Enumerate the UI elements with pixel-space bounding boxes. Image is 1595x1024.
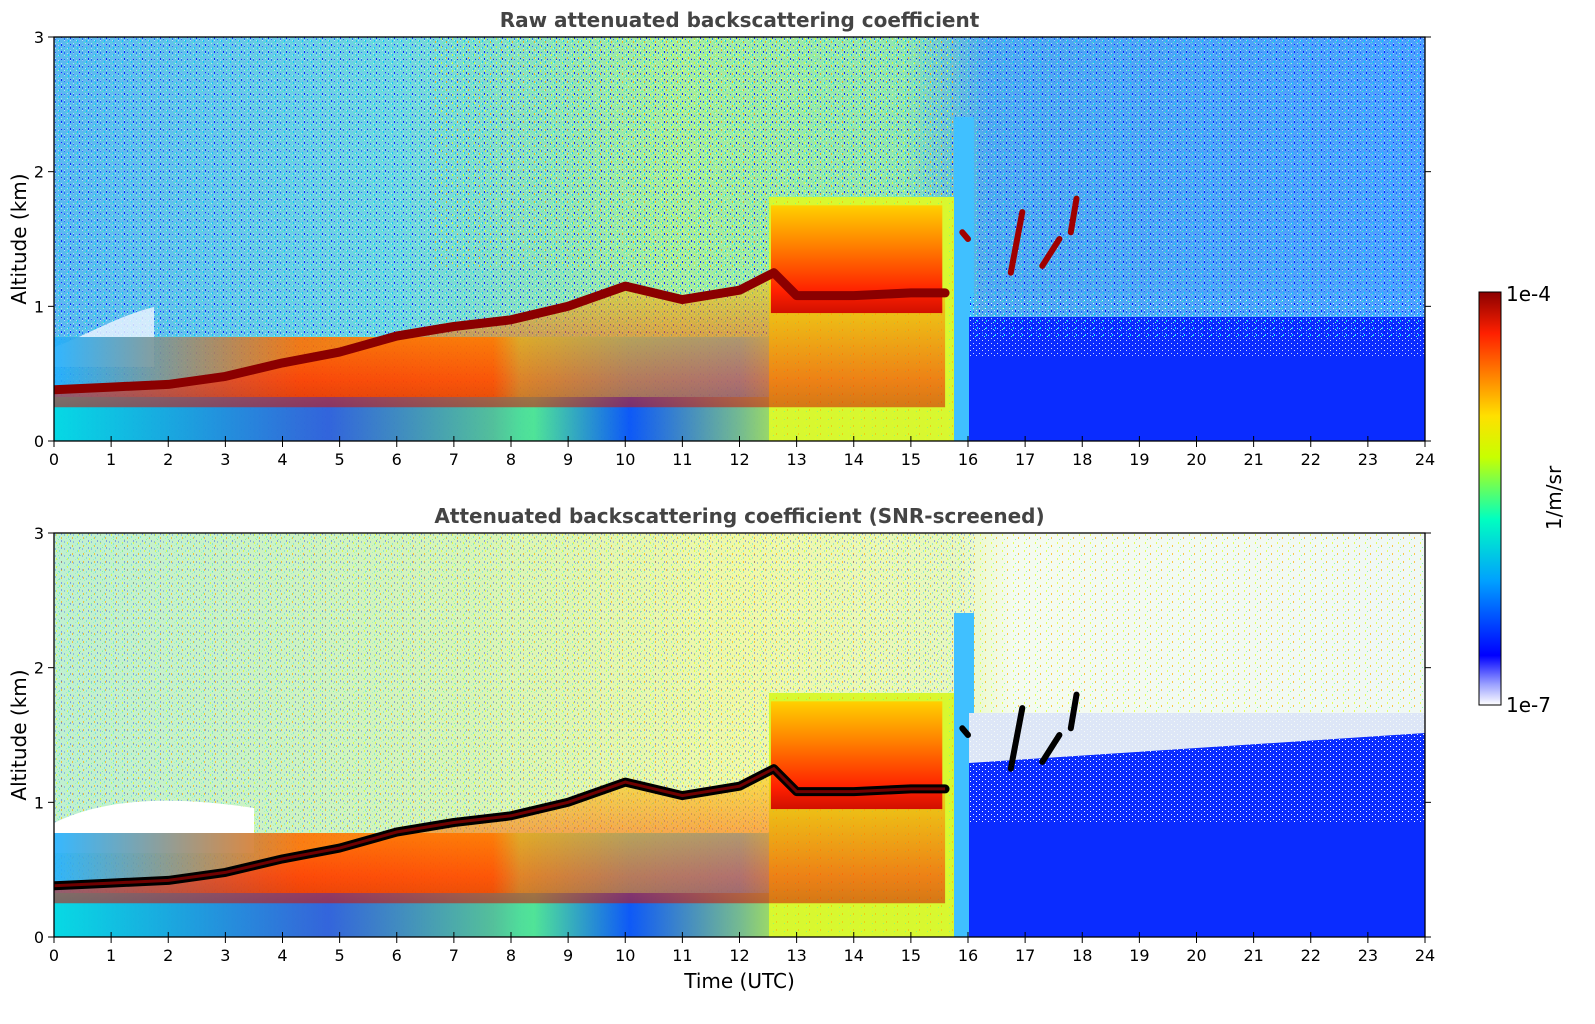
- series-layer-raw: [54, 195, 1080, 408]
- colorbar-max-label: 1e-4: [1506, 282, 1551, 306]
- x-tick-label: 8: [506, 946, 516, 965]
- x-tick-label: 12: [729, 450, 749, 469]
- colorbar-min-label: 1e-7: [1506, 693, 1551, 717]
- x-axis-label: Time (UTC): [683, 969, 795, 993]
- elevated-cloud-segment: [959, 229, 971, 242]
- x-tick-label: 20: [1186, 946, 1206, 965]
- panel-screened: 0 1 2 3 4 5 6 7 8 9 10 11 12 13 14 15 16 17 18 19 20 21 22 23 24…: [7, 504, 1435, 993]
- x-tick-label: 22: [1301, 450, 1321, 469]
- panel-title-raw: Raw attenuated backscattering coefficien…: [500, 8, 980, 32]
- x-tick-label: 4: [277, 946, 287, 965]
- x-tick-label: 21: [1243, 450, 1263, 469]
- elevated-cloud-segment: [1067, 195, 1080, 236]
- x-tick-label: 2: [163, 946, 173, 965]
- x-tick-label: 14: [844, 946, 864, 965]
- x-tick-label: 4: [277, 450, 287, 469]
- x-tick-label: 11: [672, 450, 692, 469]
- y-tick-label: 1: [34, 793, 44, 812]
- elevated-cloud-segment: [1039, 236, 1063, 269]
- panel-raw: 0 1 2 3 4 5 6 7 8 9 10 11 12 13 14 15 16 17 18 19 20 21 22 23 24…: [7, 8, 1435, 469]
- x-tick-label: 15: [901, 450, 921, 469]
- series-layer-screened: [54, 691, 1080, 904]
- x-tick-label: 18: [1072, 450, 1092, 469]
- x-tick-label: 9: [563, 450, 573, 469]
- y-tick-label: 0: [34, 432, 44, 451]
- elevated-cloud-segment: [1007, 209, 1026, 276]
- x-tick-label: 20: [1186, 450, 1206, 469]
- x-tick-label: 18: [1072, 946, 1092, 965]
- elevated-cloud-segment: [1067, 691, 1080, 732]
- x-tick-label: 17: [1015, 450, 1035, 469]
- x-tick-label: 3: [220, 946, 230, 965]
- x-tick-label: 7: [449, 946, 459, 965]
- x-tick-label: 19: [1129, 450, 1149, 469]
- y-tick-label: 1: [34, 297, 44, 316]
- x-tick-label: 9: [563, 946, 573, 965]
- y-axis-raw: 0 1 2 3: [34, 28, 1431, 451]
- y-tick-label: 2: [34, 659, 44, 678]
- x-tick-label: 13: [786, 946, 806, 965]
- x-tick-label: 17: [1015, 946, 1035, 965]
- x-tick-label: 19: [1129, 946, 1149, 965]
- x-tick-label: 24: [1415, 946, 1435, 965]
- x-tick-label: 5: [335, 450, 345, 469]
- aerosol-layer-area: [54, 272, 946, 408]
- x-tick-label: 23: [1358, 450, 1378, 469]
- x-tick-label: 3: [220, 450, 230, 469]
- y-axis-screened: 0 1 2 3: [34, 524, 1431, 947]
- x-tick-label: 7: [449, 450, 459, 469]
- x-tick-label: 2: [163, 450, 173, 469]
- x-tick-label: 5: [335, 946, 345, 965]
- x-tick-label: 23: [1358, 946, 1378, 965]
- elevated-cloud-segment: [1007, 705, 1026, 772]
- x-tick-label: 0: [49, 946, 59, 965]
- x-tick-label: 1: [106, 450, 116, 469]
- x-tick-label: 11: [672, 946, 692, 965]
- y-tick-label: 0: [34, 928, 44, 947]
- x-tick-label: 16: [958, 450, 978, 469]
- y-axis-label-screened: Altitude (km): [7, 669, 31, 800]
- colorbar-gradient: [1478, 291, 1502, 706]
- x-tick-label: 16: [958, 946, 978, 965]
- elevated-cloud-segment: [959, 725, 971, 738]
- y-tick-label: 3: [34, 524, 44, 543]
- x-tick-label: 10: [615, 946, 635, 965]
- colorbar-unit-label: 1/m/sr: [1542, 465, 1566, 530]
- x-axis-raw: 0 1 2 3 4 5 6 7 8 9 10 11 12 13 14 15 16 17 18 19 20 21 22 23 24: [49, 436, 1435, 469]
- x-tick-label: 24: [1415, 450, 1435, 469]
- aerosol-layer-area: [54, 768, 946, 904]
- x-tick-label: 21: [1243, 946, 1263, 965]
- x-tick-label: 14: [844, 450, 864, 469]
- x-tick-label: 10: [615, 450, 635, 469]
- x-tick-label: 0: [49, 450, 59, 469]
- x-tick-label: 13: [786, 450, 806, 469]
- x-axis-screened: 0 1 2 3 4 5 6 7 8 9 10 11 12 13 14 15 16 17 18 19 20 21 22 23 24: [49, 932, 1435, 965]
- x-tick-label: 8: [506, 450, 516, 469]
- y-tick-label: 3: [34, 28, 44, 47]
- y-axis-label-raw: Altitude (km): [7, 173, 31, 304]
- x-tick-label: 12: [729, 946, 749, 965]
- layer-top-core: [54, 766, 946, 888]
- x-tick-label: 1: [106, 946, 116, 965]
- colorbar: 1e-4 1e-7 1/m/sr: [1478, 282, 1566, 717]
- y-tick-label: 2: [34, 163, 44, 182]
- x-tick-label: 6: [392, 946, 402, 965]
- panel-title-screened: Attenuated backscattering coefficient (S…: [434, 504, 1044, 528]
- elevated-cloud-segment: [1039, 732, 1063, 765]
- x-tick-label: 15: [901, 946, 921, 965]
- layer-top-line: [54, 268, 950, 395]
- x-tick-label: 22: [1301, 946, 1321, 965]
- x-tick-label: 6: [392, 450, 402, 469]
